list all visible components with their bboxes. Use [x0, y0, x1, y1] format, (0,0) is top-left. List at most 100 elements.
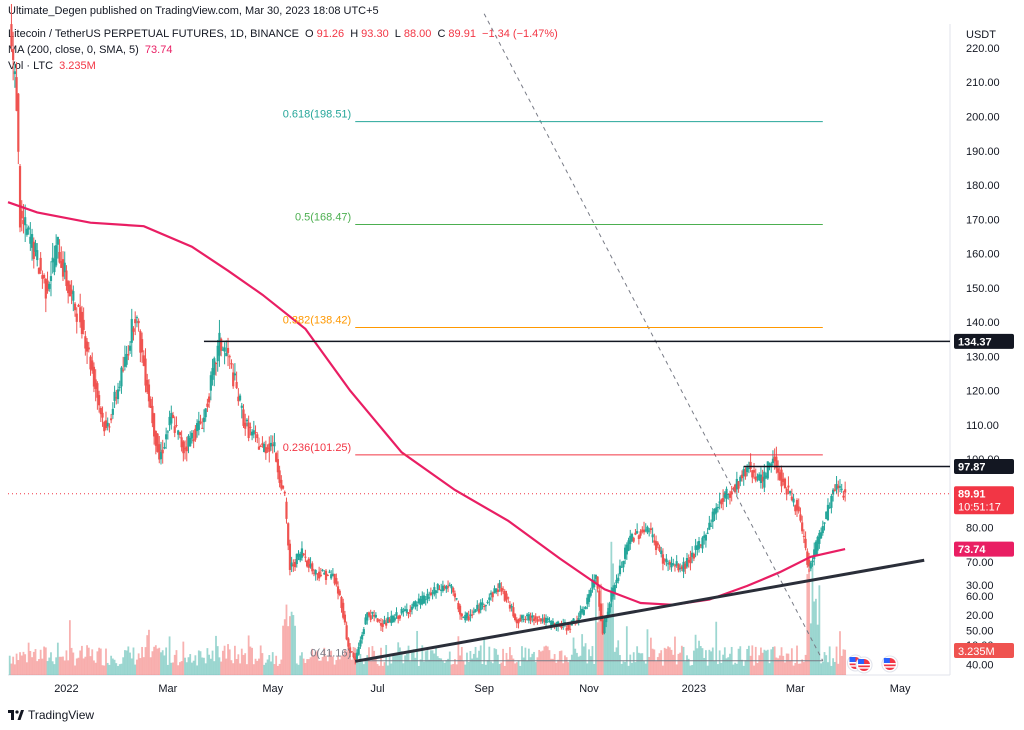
candle-body [288, 543, 292, 570]
volume-bar [522, 657, 525, 675]
candle-body [348, 647, 352, 654]
candle-body [721, 498, 725, 502]
price-axis-tick: 140.00 [966, 317, 1000, 329]
volume-bar [380, 647, 382, 675]
candle-body [553, 623, 556, 625]
candle-body [295, 553, 298, 565]
volume-bar [622, 661, 625, 675]
volume-bar [744, 660, 747, 675]
volume-bar [605, 615, 608, 675]
volume-bar [326, 661, 329, 675]
candle-body [127, 353, 130, 356]
volume-bar [393, 655, 396, 675]
volume-bar [625, 626, 628, 675]
volume-bar [227, 644, 229, 675]
ma-label: MA (200, close, 0, SMA, 5) [8, 44, 139, 56]
volume-bar [87, 647, 90, 675]
volume-bar [50, 652, 52, 675]
volume-bar [29, 650, 32, 675]
volume-bar [340, 655, 343, 675]
symbol-legend[interactable]: Litecoin / TetherUS PERPETUAL FUTURES, 1… [8, 28, 561, 40]
volume-bar [416, 630, 419, 675]
candle-body [467, 616, 470, 621]
volume-bar [725, 658, 728, 675]
volume-legend[interactable]: Vol · LTC 3.235M [8, 60, 99, 72]
volume-axis-tick: 20.00 [966, 610, 994, 622]
volume-bar [536, 657, 539, 675]
candle-body [419, 598, 422, 605]
volume-bar [244, 653, 247, 675]
candle-body [261, 443, 264, 446]
volume-bar [684, 661, 687, 675]
volume-bar [199, 651, 202, 675]
candle-body [532, 618, 536, 621]
candle-body [283, 491, 286, 494]
volume-bar [734, 662, 737, 675]
price-axis-tick: 130.00 [966, 351, 1000, 363]
candle-body [520, 615, 524, 619]
ma-legend[interactable]: MA (200, close, 0, SMA, 5) 73.74 [8, 44, 175, 56]
candle-body [280, 479, 283, 489]
volume-bar [741, 659, 743, 675]
candle-body [799, 514, 802, 521]
candle-body [269, 442, 273, 447]
volume-bar [242, 654, 245, 675]
volume-bar [498, 663, 501, 675]
volume-bar [589, 656, 592, 675]
volume-bar [443, 662, 446, 675]
volume-bar [254, 658, 257, 675]
volume-bar [251, 647, 253, 675]
volume-bar [91, 649, 94, 675]
close-value: 89.91 [448, 28, 476, 40]
volume-bar [692, 650, 695, 675]
volume-tag-bg [954, 643, 1014, 658]
candle-body [811, 560, 814, 563]
volume-bar [356, 657, 358, 675]
candle-body [685, 557, 689, 567]
candle-body [440, 589, 443, 591]
volume-bar [270, 661, 272, 675]
candle-body [281, 485, 285, 489]
volume-bar [790, 648, 793, 675]
candle-body [132, 328, 135, 332]
volume-bar [39, 649, 42, 675]
candle-body [524, 618, 527, 620]
candle-body [199, 421, 202, 424]
volume-bar [466, 652, 468, 675]
volume-bar [607, 602, 609, 675]
candle-body [462, 616, 465, 618]
candle-body [412, 602, 415, 607]
candle-body [821, 526, 824, 534]
candle-body [544, 617, 548, 623]
candle-body [101, 412, 104, 418]
volume-value: 3.235M [59, 60, 96, 72]
volume-bar [295, 663, 298, 675]
volume-bar [313, 655, 315, 675]
candle-body [801, 522, 804, 532]
volume-bar [608, 605, 611, 675]
candle-body [367, 612, 371, 616]
volume-bar [778, 655, 781, 675]
candle-body [493, 588, 496, 594]
candle-body [541, 619, 544, 621]
volume-series [8, 541, 847, 675]
candle-body [613, 584, 616, 595]
candle-body [79, 307, 82, 323]
volume-bar [787, 653, 790, 675]
candle-body [548, 621, 551, 623]
candle-body [546, 618, 549, 621]
volume-bar [813, 601, 816, 675]
tradingview-footer[interactable]: TradingView [8, 708, 94, 722]
candle-body [579, 610, 582, 618]
volume-bar [557, 659, 559, 675]
price-axis-tick: 180.00 [966, 180, 1000, 192]
volume-bar [631, 662, 633, 675]
candle-body [25, 228, 29, 235]
volume-bar [280, 659, 283, 675]
candle-body [321, 569, 324, 571]
volume-bar [753, 665, 755, 675]
candle-body [335, 577, 338, 585]
candle-body [830, 495, 833, 508]
candle-body [539, 618, 542, 622]
